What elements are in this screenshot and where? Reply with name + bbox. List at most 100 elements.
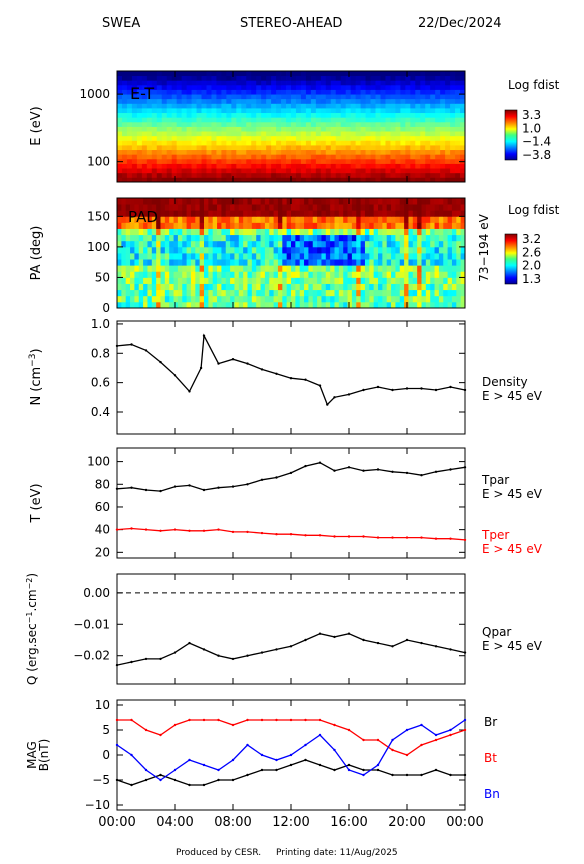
spectrogram-cell: [355, 80, 361, 86]
data-point: [376, 738, 380, 742]
spectrogram-cell: [455, 89, 461, 95]
spectrogram-cell: [305, 121, 312, 127]
spectrogram-cell: [231, 112, 237, 118]
spacecraft-label: STEREO-AHEAD: [240, 16, 342, 31]
spectrogram-cell: [186, 240, 192, 248]
spectrogram-cell: [281, 158, 287, 164]
spectrogram-cell: [226, 117, 232, 123]
spectrogram-cell: [330, 121, 337, 127]
spectrogram-cell: [425, 103, 431, 109]
spectrogram-cell: [117, 80, 123, 86]
spectrogram-cell: [417, 301, 422, 309]
spectrogram-cell: [261, 126, 267, 132]
spectrogram-cell: [421, 234, 427, 242]
spectrogram-cell: [365, 140, 371, 146]
spectrogram-cell: [380, 172, 386, 178]
spectrogram-cell: [320, 172, 327, 178]
spectrogram-cell: [156, 177, 163, 183]
spectrogram-cell: [161, 154, 168, 160]
spectrogram-cell: [455, 131, 461, 137]
spectrogram-cell: [435, 94, 441, 100]
spectrogram-cell: [315, 172, 322, 178]
spectrogram-cell: [191, 177, 197, 183]
spectrogram-cell: [410, 172, 416, 178]
spectrogram-cell: [256, 140, 262, 146]
spectrogram-cell: [300, 177, 307, 183]
spectrogram-cell: [334, 277, 340, 284]
spectrogram-cell: [410, 103, 416, 109]
spectrogram-cell: [315, 89, 322, 95]
spectrogram-cell: [378, 204, 383, 211]
spectrogram-cell: [375, 121, 381, 127]
spectrogram-cell: [334, 301, 340, 309]
spectrogram-cell: [330, 154, 337, 160]
spectrogram-cell: [360, 80, 366, 86]
spectrogram-cell: [146, 177, 153, 183]
spectrogram-cell: [147, 204, 153, 211]
spectrogram-cell: [171, 117, 178, 123]
spectrogram-cell: [405, 149, 411, 155]
spectrogram-cell: [243, 216, 248, 223]
data-point: [275, 372, 278, 375]
spectrogram-cell: [425, 145, 431, 151]
spectrogram-cell: [117, 265, 122, 272]
spectrogram-cell: [356, 277, 361, 284]
spectrogram-cell: [211, 89, 217, 95]
spectrogram-cell: [204, 295, 209, 303]
spectrogram-cell: [146, 163, 153, 169]
spectrogram-cell: [156, 84, 163, 90]
spectrogram-cell: [291, 246, 296, 254]
data-point: [347, 466, 351, 469]
spectrogram-cell: [295, 222, 301, 229]
spectrogram-cell: [217, 283, 222, 291]
spectrogram-cell: [231, 135, 237, 141]
spectrogram-cell: [134, 259, 140, 266]
spectrogram-cell: [171, 80, 178, 86]
spectrogram-cell: [375, 112, 381, 118]
spectrogram-cell: [291, 210, 296, 217]
spectrogram-cell: [126, 84, 133, 90]
tper-legend-sub: E > 45 eV: [482, 542, 543, 556]
spectrogram-cell: [445, 168, 451, 174]
spectrogram-cell: [156, 234, 161, 242]
spectrogram-cell: [182, 283, 187, 291]
spectrogram-cell: [430, 283, 435, 291]
spectrogram-cell: [335, 75, 342, 81]
spectrogram-cell: [405, 158, 411, 164]
data-point: [275, 768, 278, 772]
spectrogram-cell: [338, 246, 344, 254]
spectrogram-cell: [355, 98, 361, 104]
spectrogram-cell: [315, 75, 322, 81]
spectrogram-cell: [281, 121, 287, 127]
spectrogram-cell: [286, 283, 292, 291]
data-point: [115, 778, 119, 782]
spectrogram-cell: [156, 126, 163, 132]
spectrogram-cell: [430, 140, 436, 146]
spectrogram-cell: [143, 289, 148, 297]
spectrogram-cell: [166, 131, 173, 137]
y-tick-label: 1000: [79, 87, 110, 101]
spectrogram-cell: [370, 121, 376, 127]
spectrogram-cell: [370, 112, 376, 118]
spectrogram-cell: [247, 240, 253, 248]
spectrogram-cell: [147, 216, 153, 223]
spectrogram-cell: [304, 210, 309, 217]
spectrogram-cell: [246, 103, 252, 109]
spectrogram-cell: [276, 112, 282, 118]
spectrogram-cell: [246, 117, 252, 123]
density-panel: 0.40.60.81.0 N (cm−3) Density E > 45 eV: [28, 317, 543, 435]
spectrogram-cell: [246, 154, 252, 160]
spectrogram-cell: [321, 198, 327, 205]
spectrogram-cell: [295, 89, 302, 95]
spectrogram-cell: [443, 210, 448, 217]
spectrogram-cell: [201, 108, 207, 114]
spectrogram-cell: [430, 126, 436, 132]
spectrogram-cell: [445, 177, 451, 183]
spectrogram-cell: [216, 89, 222, 95]
data-point: [289, 645, 293, 648]
spectrogram-cell: [408, 228, 414, 236]
spectrogram-cell: [196, 75, 202, 81]
spectrogram-cell: [211, 149, 217, 155]
spectrogram-cell: [450, 80, 456, 86]
spectrogram-cell: [373, 210, 379, 217]
